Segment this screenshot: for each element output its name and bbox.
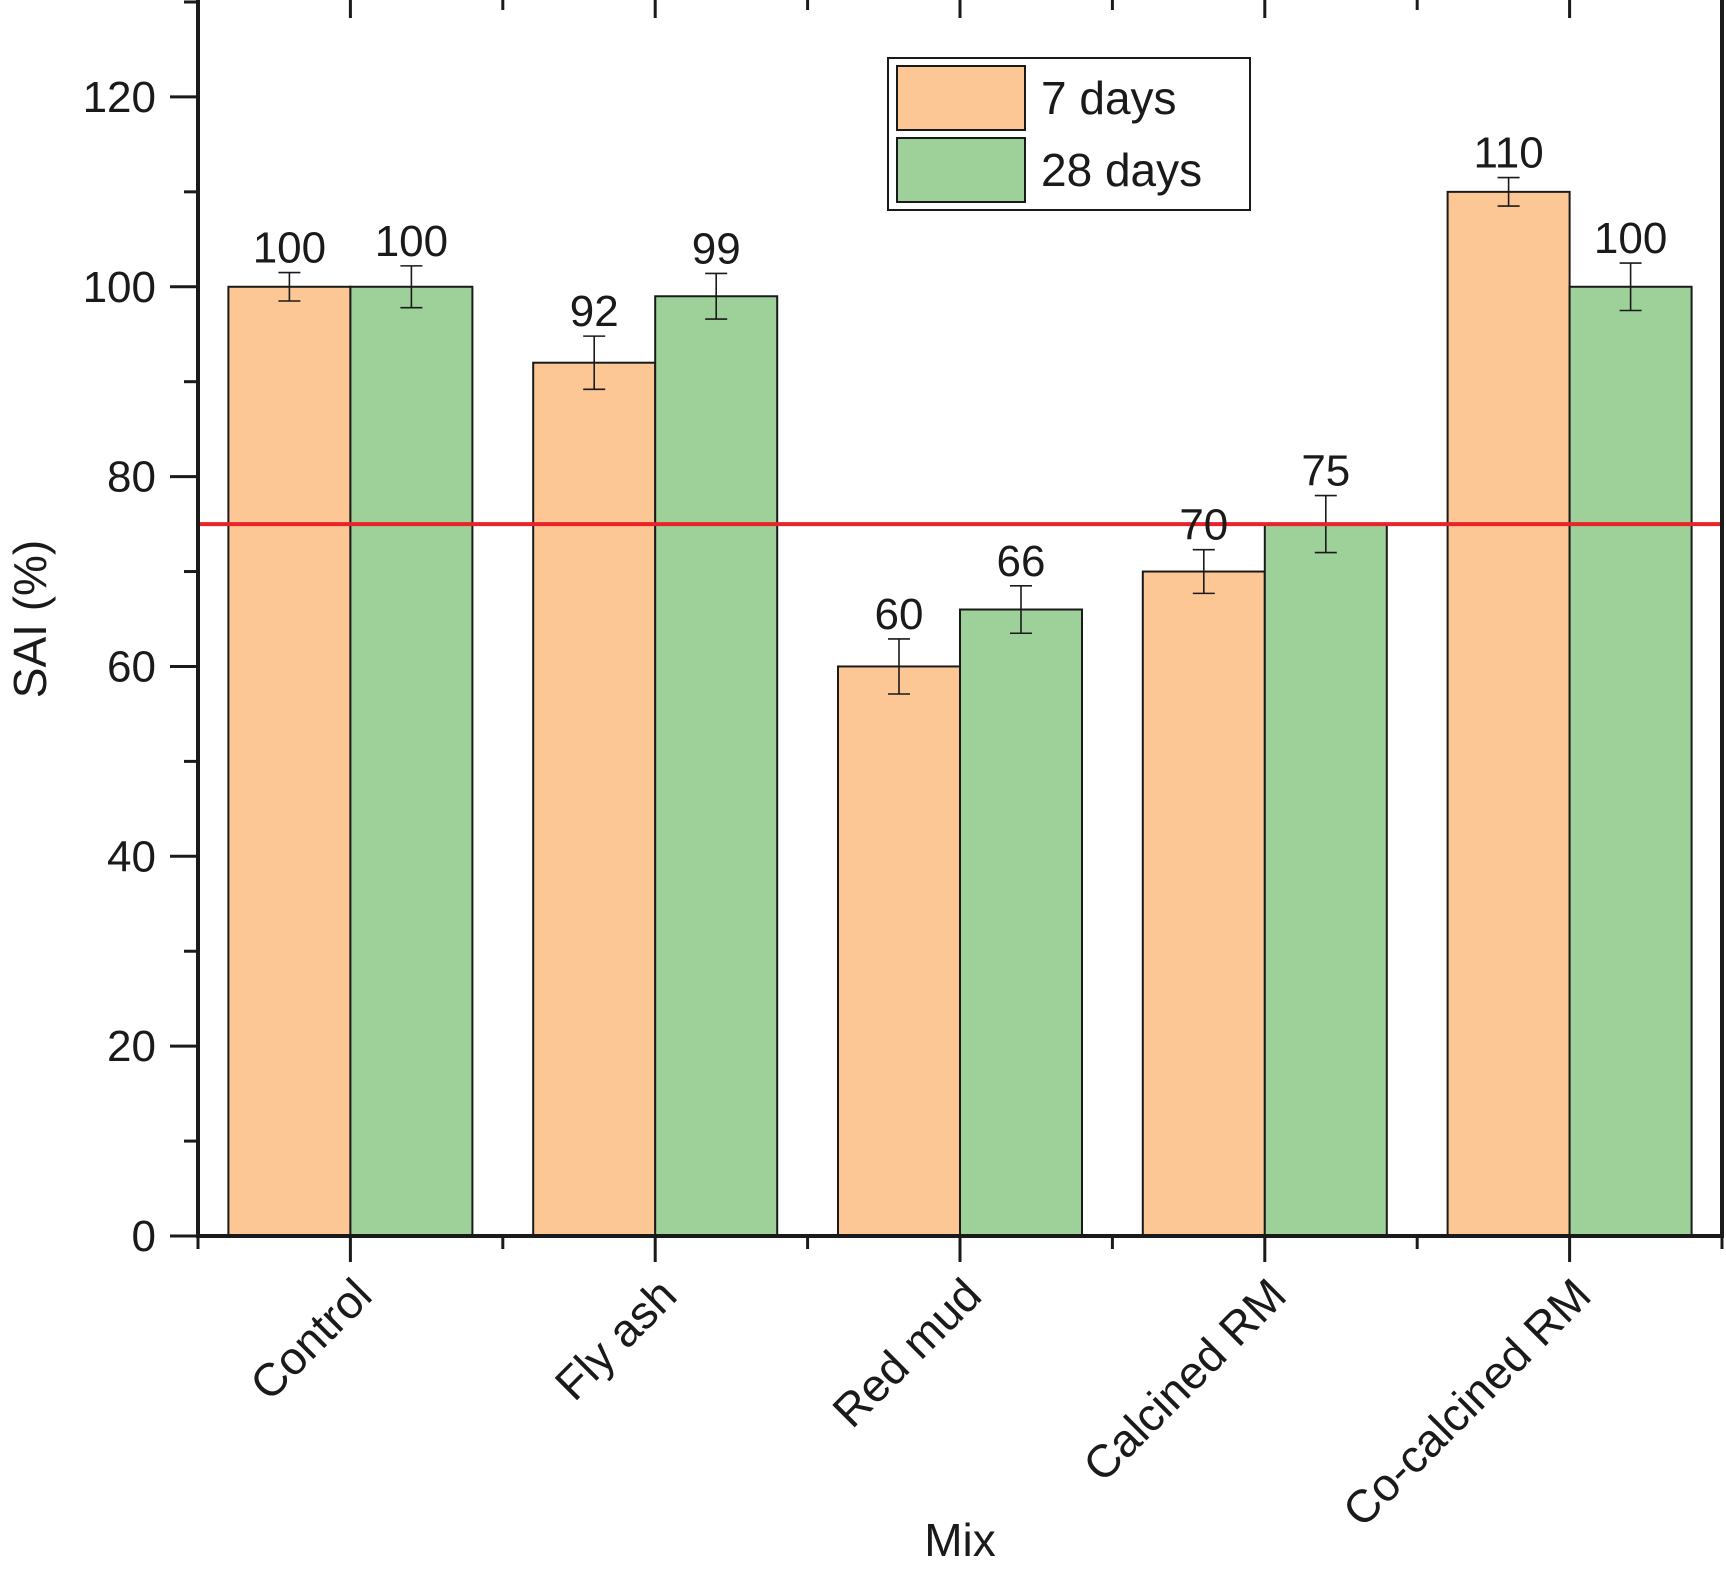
y-tick-label: 100 bbox=[83, 263, 156, 312]
y-axis-label: SAI (%) bbox=[4, 540, 56, 698]
data-label: 100 bbox=[375, 217, 448, 266]
x-tick-label: Co-calcined RM bbox=[1333, 1268, 1601, 1536]
bars-layer bbox=[227, 190, 1693, 1237]
bar-7d-4 bbox=[1446, 190, 1571, 1237]
data-label: 75 bbox=[1301, 447, 1350, 496]
data-label: 99 bbox=[692, 224, 741, 273]
legend-swatch-7d bbox=[896, 65, 1026, 131]
y-tick-label: 20 bbox=[107, 1022, 156, 1071]
data-label: 66 bbox=[997, 537, 1046, 586]
y-tick-label: 40 bbox=[107, 832, 156, 881]
x-tick-label: Fly ash bbox=[545, 1268, 687, 1410]
x-tick-label: Control bbox=[240, 1268, 382, 1410]
bar-28d-3 bbox=[1263, 523, 1388, 1237]
data-label: 70 bbox=[1179, 501, 1228, 550]
y-tick-label: 0 bbox=[132, 1212, 156, 1261]
bar-7d-3 bbox=[1141, 570, 1266, 1237]
legend-label-28d: 28 days bbox=[1041, 144, 1202, 196]
x-axis-label: Mix bbox=[924, 1514, 996, 1566]
bar-28d-0 bbox=[349, 285, 474, 1237]
bar-7d-1 bbox=[532, 361, 657, 1237]
legend: 7 days 28 days bbox=[887, 57, 1251, 211]
data-label: 92 bbox=[570, 287, 619, 336]
bar-28d-4 bbox=[1568, 285, 1693, 1237]
bar-7d-2 bbox=[837, 665, 961, 1237]
y-tick-label: 60 bbox=[107, 642, 156, 691]
data-label: 60 bbox=[875, 590, 924, 639]
data-label: 110 bbox=[1474, 129, 1544, 178]
legend-swatch-28d bbox=[896, 137, 1026, 203]
bar-28d-1 bbox=[654, 295, 779, 1237]
data-label: 100 bbox=[1594, 214, 1667, 263]
data-labels-layer: 100 92 60 70 110 100 99 66 75 100 bbox=[253, 129, 1668, 639]
data-label: 100 bbox=[253, 224, 326, 273]
y-tick-label: 120 bbox=[83, 73, 156, 122]
x-tick-label: Calcined RM bbox=[1073, 1268, 1296, 1491]
x-tick-label: Red mud bbox=[822, 1268, 991, 1437]
y-tick-label: 80 bbox=[107, 453, 156, 502]
bar-7d-0 bbox=[227, 285, 352, 1237]
bar-28d-2 bbox=[959, 608, 1083, 1237]
legend-label-7d: 7 days bbox=[1041, 72, 1177, 124]
